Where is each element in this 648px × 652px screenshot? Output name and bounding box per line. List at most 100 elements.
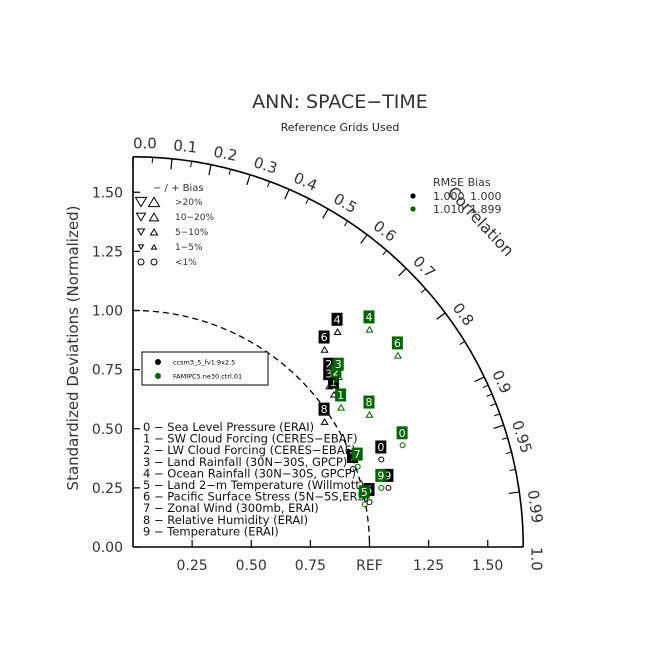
corr-tick <box>171 159 172 170</box>
corr-tick-label: 0.95 <box>508 418 536 455</box>
bias-legend-minus-icon <box>138 259 144 265</box>
corr-minor-tick <box>487 394 492 396</box>
corr-minor-tick <box>421 289 425 293</box>
corr-minor-tick <box>229 169 230 175</box>
corr-tick <box>399 268 406 276</box>
corr-minor-tick <box>483 385 488 387</box>
bias-legend-plus-icon <box>151 259 157 265</box>
corr-tick-label: 1.0 <box>528 547 546 571</box>
bias-legend-label: 10−20% <box>175 213 214 223</box>
data-point-label: 6 <box>394 337 401 350</box>
data-point-marker <box>379 457 384 462</box>
corr-tick-label: 0.2 <box>212 143 239 165</box>
data-point-marker <box>395 353 401 358</box>
bias-legend-plus-icon <box>149 197 160 206</box>
data-point-marker <box>386 485 391 490</box>
stats-bias: 1.000 <box>470 190 502 203</box>
chart-title: ANN: SPACE−TIME <box>252 91 428 113</box>
corr-tick-label: 0.99 <box>524 489 547 525</box>
data-point-marker <box>366 412 372 417</box>
data-point-label: 8 <box>321 403 328 416</box>
corr-tick-label: 0.1 <box>172 136 198 156</box>
data-point-label: 8 <box>366 396 373 409</box>
y-tick-label: 1.50 <box>92 185 123 201</box>
corr-tick-label: 0.7 <box>409 252 439 282</box>
data-point-marker <box>321 419 327 424</box>
x-tick-label: 0.50 <box>236 558 267 574</box>
bias-legend-plus-icon <box>152 245 157 249</box>
data-point-marker <box>334 329 340 334</box>
data-point-label: 0 <box>377 441 384 454</box>
data-point-marker <box>366 327 372 332</box>
corr-tick-label: 0.9 <box>488 367 515 396</box>
corr-minor-tick <box>460 341 465 344</box>
stats-dot <box>410 206 415 211</box>
corr-tick-label: 0.0 <box>133 134 157 152</box>
data-point-marker <box>400 443 405 448</box>
corr-minor-tick <box>383 250 387 254</box>
corr-tick <box>494 425 504 428</box>
stats-dot <box>410 193 415 198</box>
data-point-marker <box>379 485 384 490</box>
ref-label: REF <box>356 558 383 574</box>
case-legend-dot <box>155 373 161 379</box>
corr-tick <box>361 235 367 244</box>
corr-minor-tick <box>502 438 508 440</box>
y-axis-label: Standardized Deviations (Normalized) <box>64 206 82 491</box>
corr-tick <box>437 313 446 319</box>
data-point-marker <box>321 347 327 352</box>
chart-subtitle: Reference Grids Used <box>281 121 400 134</box>
y-tick-label: 0.25 <box>92 481 123 497</box>
corr-tick <box>285 189 289 199</box>
data-point-label: 4 <box>366 311 373 324</box>
corr-minor-tick <box>344 221 347 226</box>
y-tick-label: 1.25 <box>92 244 123 260</box>
bias-legend-minus-icon <box>138 229 145 235</box>
x-tick-label: 0.75 <box>295 558 326 574</box>
corr-tick <box>475 377 485 382</box>
x-tick-label: 0.25 <box>177 558 208 574</box>
bias-legend-minus-icon <box>137 213 146 221</box>
y-tick-label: 0.50 <box>92 422 123 438</box>
corr-minor-tick <box>494 414 500 416</box>
case-legend-label: FAMIPC5.ne30.ctrl.01 <box>173 373 242 381</box>
bias-legend-label: 5−10% <box>175 228 209 238</box>
corr-tick <box>323 209 328 218</box>
data-point-marker <box>338 405 344 410</box>
x-tick-label: 1.25 <box>413 558 444 574</box>
stats-rmse: 1.000 <box>433 190 465 203</box>
bias-legend-header: − / + Bias <box>153 183 204 194</box>
bias-legend-minus-icon <box>136 197 147 206</box>
corr-minor-tick <box>510 469 516 470</box>
data-point-label: 6 <box>321 331 328 344</box>
y-tick-label: 0.75 <box>92 363 123 379</box>
bias-legend-label: 1−5% <box>175 243 203 253</box>
data-point-label: 1 <box>337 389 344 402</box>
corr-tick <box>509 492 520 494</box>
corr-minor-tick <box>191 161 192 167</box>
bias-legend-plus-icon <box>150 213 159 221</box>
corr-tick-label: 0.3 <box>251 153 279 177</box>
stats-bias: 1.899 <box>470 203 502 216</box>
corr-minor-tick <box>506 452 512 453</box>
corr-tick <box>209 165 211 175</box>
variable-label: 9 − Temperature (ERAI) <box>143 524 279 538</box>
data-point-label: 3 <box>335 358 342 371</box>
corr-minor-tick <box>268 181 270 187</box>
case-legend-dot <box>155 359 161 365</box>
y-tick-label: 0.00 <box>92 540 123 556</box>
corr-tick <box>247 175 250 185</box>
bias-legend-label: <1% <box>175 258 197 268</box>
bias-legend-label: >20% <box>175 198 203 208</box>
data-point-label: 7 <box>354 448 361 461</box>
bias-legend-minus-icon <box>139 245 144 249</box>
data-point-label: 9 <box>377 469 384 482</box>
stats-rmse: 1.010 <box>433 203 465 216</box>
bias-legend-plus-icon <box>151 229 158 235</box>
x-tick-label: 1.50 <box>472 558 503 574</box>
data-point-label: 5 <box>361 486 368 499</box>
corr-minor-tick <box>490 404 495 406</box>
corr-tick-label: 0.4 <box>291 169 320 195</box>
